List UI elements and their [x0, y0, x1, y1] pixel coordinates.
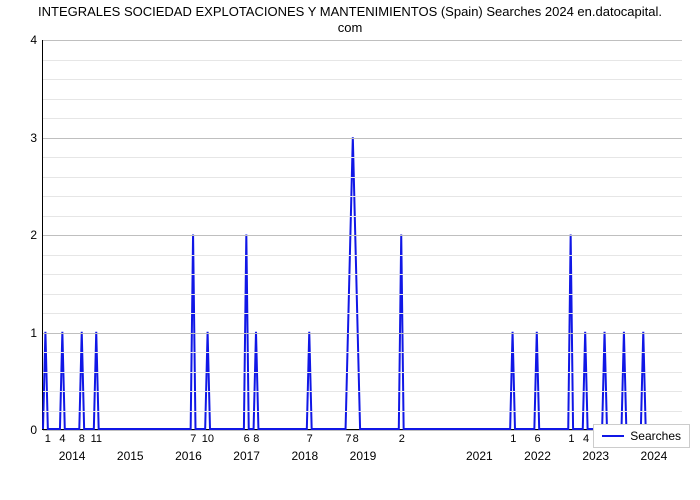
- y-tick-label: 2: [17, 228, 37, 242]
- grid-minor-line: [43, 118, 682, 119]
- x-minor-label: 10: [202, 433, 214, 445]
- x-minor-label: 1: [45, 433, 51, 445]
- chart-title-line2: com: [338, 20, 363, 35]
- y-tick-label: 3: [17, 131, 37, 145]
- y-tick-label: 4: [17, 33, 37, 47]
- grid-minor-line: [43, 372, 682, 373]
- grid-minor-line: [43, 294, 682, 295]
- x-year-label: 2024: [641, 449, 668, 463]
- grid-minor-line: [43, 313, 682, 314]
- grid-minor-line: [43, 79, 682, 80]
- x-year-label: 2018: [291, 449, 318, 463]
- x-year-label: 2019: [350, 449, 377, 463]
- y-tick-label: 1: [17, 326, 37, 340]
- x-minor-label: 7: [307, 433, 313, 445]
- x-minor-label: 6: [244, 433, 250, 445]
- searches-polyline: [43, 137, 682, 429]
- grid-minor-line: [43, 99, 682, 100]
- x-minor-label: 8: [253, 433, 259, 445]
- grid-major-line: [43, 430, 682, 431]
- grid-minor-line: [43, 60, 682, 61]
- chart-title-line1: INTEGRALES SOCIEDAD EXPLOTACIONES Y MANT…: [38, 4, 662, 19]
- legend-label: Searches: [630, 429, 681, 443]
- grid-minor-line: [43, 274, 682, 275]
- x-year-label: 2014: [59, 449, 86, 463]
- x-minor-label: 7: [345, 433, 351, 445]
- legend-swatch: [602, 435, 624, 437]
- searches-line-chart: INTEGRALES SOCIEDAD EXPLOTACIONES Y MANT…: [0, 0, 700, 500]
- x-minor-label: 1: [568, 433, 574, 445]
- x-minor-label: 1: [510, 433, 516, 445]
- x-minor-label: 6: [534, 433, 540, 445]
- grid-minor-line: [43, 216, 682, 217]
- grid-major-line: [43, 138, 682, 139]
- x-year-label: 2021: [466, 449, 493, 463]
- chart-title: INTEGRALES SOCIEDAD EXPLOTACIONES Y MANT…: [0, 4, 700, 37]
- legend: Searches: [593, 424, 690, 448]
- grid-minor-line: [43, 391, 682, 392]
- grid-minor-line: [43, 196, 682, 197]
- plot-area: 0123414811710687782161481244201420152016…: [42, 40, 682, 430]
- x-year-label: 2016: [175, 449, 202, 463]
- x-minor-label: 4: [59, 433, 65, 445]
- grid-minor-line: [43, 352, 682, 353]
- grid-minor-line: [43, 157, 682, 158]
- x-minor-label: 4: [583, 433, 589, 445]
- grid-major-line: [43, 40, 682, 41]
- x-minor-label: 11: [91, 433, 102, 445]
- x-year-label: 2023: [582, 449, 609, 463]
- x-minor-label: 2: [399, 433, 405, 445]
- x-minor-label: 7: [190, 433, 196, 445]
- x-year-label: 2022: [524, 449, 551, 463]
- x-minor-label: 8: [79, 433, 85, 445]
- grid-major-line: [43, 235, 682, 236]
- y-tick-label: 0: [17, 423, 37, 437]
- grid-minor-line: [43, 255, 682, 256]
- x-minor-label: 8: [353, 433, 359, 445]
- grid-minor-line: [43, 177, 682, 178]
- x-year-label: 2015: [117, 449, 144, 463]
- grid-minor-line: [43, 411, 682, 412]
- x-year-label: 2017: [233, 449, 260, 463]
- grid-major-line: [43, 333, 682, 334]
